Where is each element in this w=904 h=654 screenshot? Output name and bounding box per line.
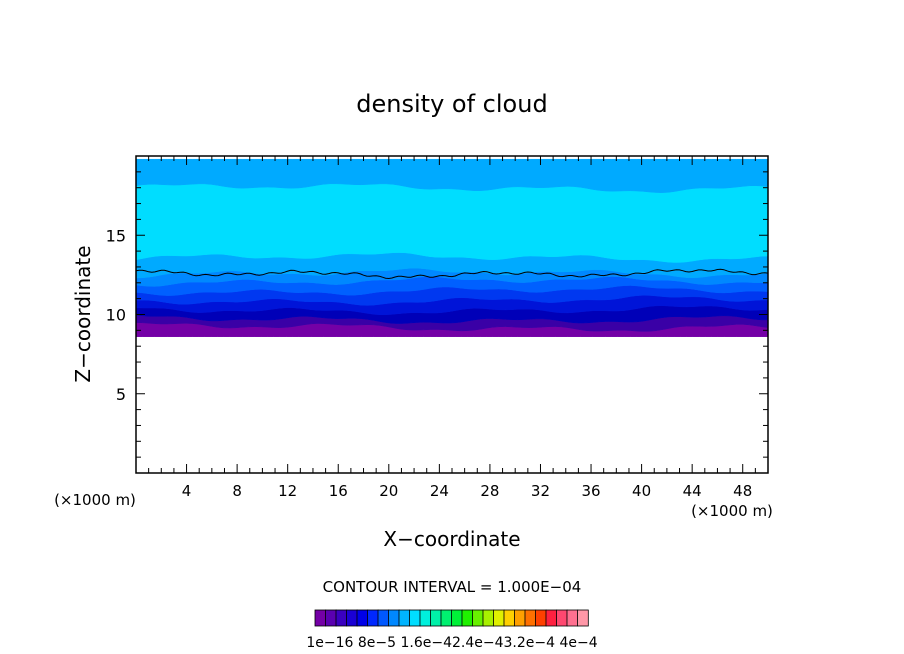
colorbar-swatch <box>356 609 369 627</box>
colorbar-swatch <box>482 609 495 627</box>
marked-contour-line <box>135 268 769 280</box>
colorbar-swatch <box>461 609 474 627</box>
colorbar-swatch <box>493 609 505 627</box>
colorbar-swatch <box>545 609 558 627</box>
colorbar-swatch <box>314 609 327 627</box>
colorbar-swatch <box>451 609 463 627</box>
colorbar-swatch <box>335 609 348 627</box>
colorbar-swatch <box>398 609 411 627</box>
y-tick-label: 5 <box>116 385 126 404</box>
x-tick-label: 48 <box>733 482 752 500</box>
colorbar-swatch <box>409 609 421 627</box>
colorbar-swatch <box>577 609 589 627</box>
colorbar-swatch <box>472 609 484 627</box>
colorbar-swatch <box>419 609 432 627</box>
colorbar-swatch <box>367 609 379 627</box>
y-tick-label: 10 <box>106 306 126 325</box>
colorbar-swatch <box>514 609 526 627</box>
colorbar-swatch <box>430 609 442 627</box>
colorbar-swatch <box>377 609 390 627</box>
x-tick-label: 24 <box>430 482 449 500</box>
density-band <box>135 183 769 263</box>
y-axis-label: Z−coordinate <box>71 245 95 382</box>
x-tick-label: 32 <box>531 482 550 500</box>
x-axis-label: X−coordinate <box>383 527 520 551</box>
colorbar-swatch <box>346 609 358 627</box>
x-unit-label-right: (×1000 m) <box>691 502 773 520</box>
x-tick-label: 8 <box>232 482 242 500</box>
x-tick-label: 36 <box>581 482 600 500</box>
colorbar-swatch <box>524 609 537 627</box>
x-tick-label: 28 <box>480 482 499 500</box>
colorbar-swatch <box>503 609 516 627</box>
colorbar-swatch <box>440 609 453 627</box>
x-unit-label-left: (×1000 m) <box>54 491 136 509</box>
x-tick-label: 16 <box>329 482 348 500</box>
cloud-density-field <box>135 158 769 337</box>
chart-title: density of cloud <box>356 90 547 118</box>
colorbar-swatch <box>566 609 579 627</box>
contour-interval-text: CONTOUR INTERVAL = 1.000E−04 <box>323 578 582 596</box>
colorbar-swatch <box>556 609 568 627</box>
x-tick-label: 44 <box>683 482 702 500</box>
colorbar-swatch <box>325 609 337 627</box>
y-tick-label: 15 <box>106 226 126 245</box>
x-tick-label: 40 <box>632 482 651 500</box>
colorbar-labels: 1e−16 8e−5 1.6e−42.4e−43.2e−4 4e−4 <box>306 635 597 651</box>
colorbar <box>314 609 589 627</box>
x-tick-label: 4 <box>182 482 192 500</box>
colorbar-swatch <box>535 609 547 627</box>
colorbar-swatch <box>388 609 400 627</box>
x-tick-label: 20 <box>379 482 398 500</box>
x-tick-label: 12 <box>278 482 297 500</box>
